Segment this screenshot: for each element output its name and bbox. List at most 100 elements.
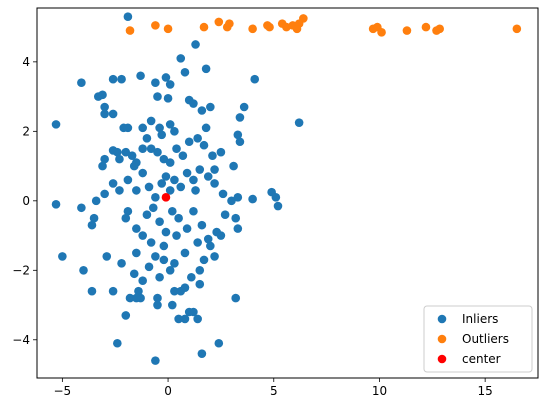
- point-inliers-65: [123, 175, 133, 185]
- point-inliers-90: [51, 199, 61, 209]
- point-inliers-26: [170, 127, 179, 136]
- point-inliers-131: [170, 259, 179, 268]
- point-inliers-115: [193, 238, 202, 247]
- series-center: [161, 193, 171, 202]
- point-inliers-14: [250, 74, 260, 84]
- point-inliers-41: [127, 151, 137, 160]
- point-inliers-8: [161, 73, 171, 82]
- point-inliers-113: [172, 231, 181, 240]
- point-inliers-71: [165, 186, 175, 195]
- point-inliers-112: [159, 241, 169, 251]
- point-inliers-118: [233, 224, 243, 233]
- point-inliers-9: [165, 80, 175, 89]
- point-inliers-96: [132, 224, 141, 233]
- point-inliers-45: [153, 147, 162, 157]
- point-inliers-105: [197, 220, 207, 230]
- point-inliers-72: [170, 175, 179, 185]
- point-inliers-25: [165, 120, 175, 129]
- y-tick-label-0: −4: [12, 333, 30, 347]
- point-inliers-59: [157, 130, 167, 140]
- point-inliers-31: [239, 102, 249, 112]
- point-inliers-81: [233, 193, 243, 202]
- series-outliers: [125, 14, 522, 37]
- point-inliers-11: [191, 40, 200, 49]
- point-inliers-10: [176, 54, 186, 63]
- x-tick-label-2: 5: [270, 384, 278, 398]
- legend-marker-outliers: [437, 334, 447, 344]
- point-inliers-144: [87, 286, 97, 296]
- point-inliers-153: [193, 314, 202, 324]
- point-inliers-15: [153, 92, 162, 101]
- series-inliers: [51, 12, 304, 365]
- point-inliers-145: [108, 286, 118, 296]
- point-inliers-109: [231, 213, 241, 223]
- point-inliers-69: [151, 193, 160, 202]
- point-inliers-86: [210, 165, 219, 174]
- point-inliers-94: [123, 206, 133, 216]
- point-inliers-64: [115, 186, 124, 195]
- point-inliers-6: [136, 71, 145, 81]
- point-inliers-36: [100, 154, 109, 164]
- point-inliers-102: [174, 213, 183, 223]
- point-inliers-75: [189, 175, 198, 185]
- point-inliers-80: [227, 196, 236, 206]
- point-outliers-19: [402, 26, 412, 35]
- point-inliers-155: [113, 338, 122, 348]
- points-layer: [51, 12, 522, 365]
- point-inliers-30: [206, 102, 215, 112]
- point-inliers-67: [138, 168, 147, 178]
- point-inliers-56: [235, 137, 245, 147]
- point-outliers-7: [248, 24, 257, 34]
- point-inliers-147: [132, 293, 141, 303]
- point-inliers-143: [170, 286, 179, 296]
- point-outliers-15: [294, 19, 304, 28]
- point-inliers-129: [159, 255, 169, 265]
- point-inliers-146: [121, 311, 131, 320]
- point-inliers-125: [129, 269, 139, 279]
- point-inliers-138: [153, 293, 162, 303]
- point-inliers-151: [180, 314, 190, 324]
- x-tick-label-4: 15: [478, 384, 493, 398]
- point-outliers-4: [214, 17, 224, 27]
- x-tick-label-0: −5: [54, 384, 72, 398]
- point-inliers-55: [233, 130, 243, 140]
- point-outliers-6: [225, 19, 234, 28]
- point-inliers-84: [271, 193, 281, 202]
- point-inliers-68: [144, 182, 154, 192]
- point-inliers-61: [91, 196, 101, 206]
- point-inliers-7: [151, 78, 160, 87]
- point-inliers-38: [113, 147, 122, 157]
- point-outliers-9: [265, 22, 274, 32]
- point-inliers-48: [172, 144, 181, 153]
- point-inliers-111: [146, 238, 156, 247]
- point-inliers-103: [182, 224, 192, 233]
- point-inliers-135: [199, 255, 209, 265]
- point-inliers-63: [108, 179, 118, 188]
- legend-marker-center: [437, 354, 447, 364]
- point-inliers-124: [117, 259, 126, 268]
- point-inliers-49: [178, 151, 188, 160]
- point-inliers-136: [210, 252, 219, 261]
- point-inliers-40: [121, 147, 131, 157]
- y-tick-label-4: 4: [22, 55, 30, 69]
- point-center-0: [161, 193, 171, 202]
- point-outliers-0: [125, 26, 135, 35]
- point-inliers-154: [231, 293, 241, 303]
- point-inliers-99: [155, 217, 164, 226]
- point-inliers-39: [115, 154, 124, 164]
- point-inliers-140: [195, 279, 205, 289]
- point-inliers-128: [155, 272, 164, 282]
- point-inliers-149: [167, 300, 177, 310]
- point-inliers-127: [144, 262, 154, 272]
- point-inliers-21: [123, 123, 133, 133]
- point-inliers-22: [138, 123, 147, 133]
- point-inliers-73: [176, 182, 186, 192]
- legend-marker-inliers: [437, 314, 447, 324]
- point-inliers-47: [165, 158, 175, 167]
- point-inliers-74: [182, 168, 192, 178]
- point-inliers-44: [146, 144, 156, 153]
- point-inliers-133: [187, 272, 196, 282]
- point-inliers-0: [123, 12, 133, 21]
- point-outliers-3: [199, 22, 209, 32]
- point-inliers-57: [229, 161, 238, 171]
